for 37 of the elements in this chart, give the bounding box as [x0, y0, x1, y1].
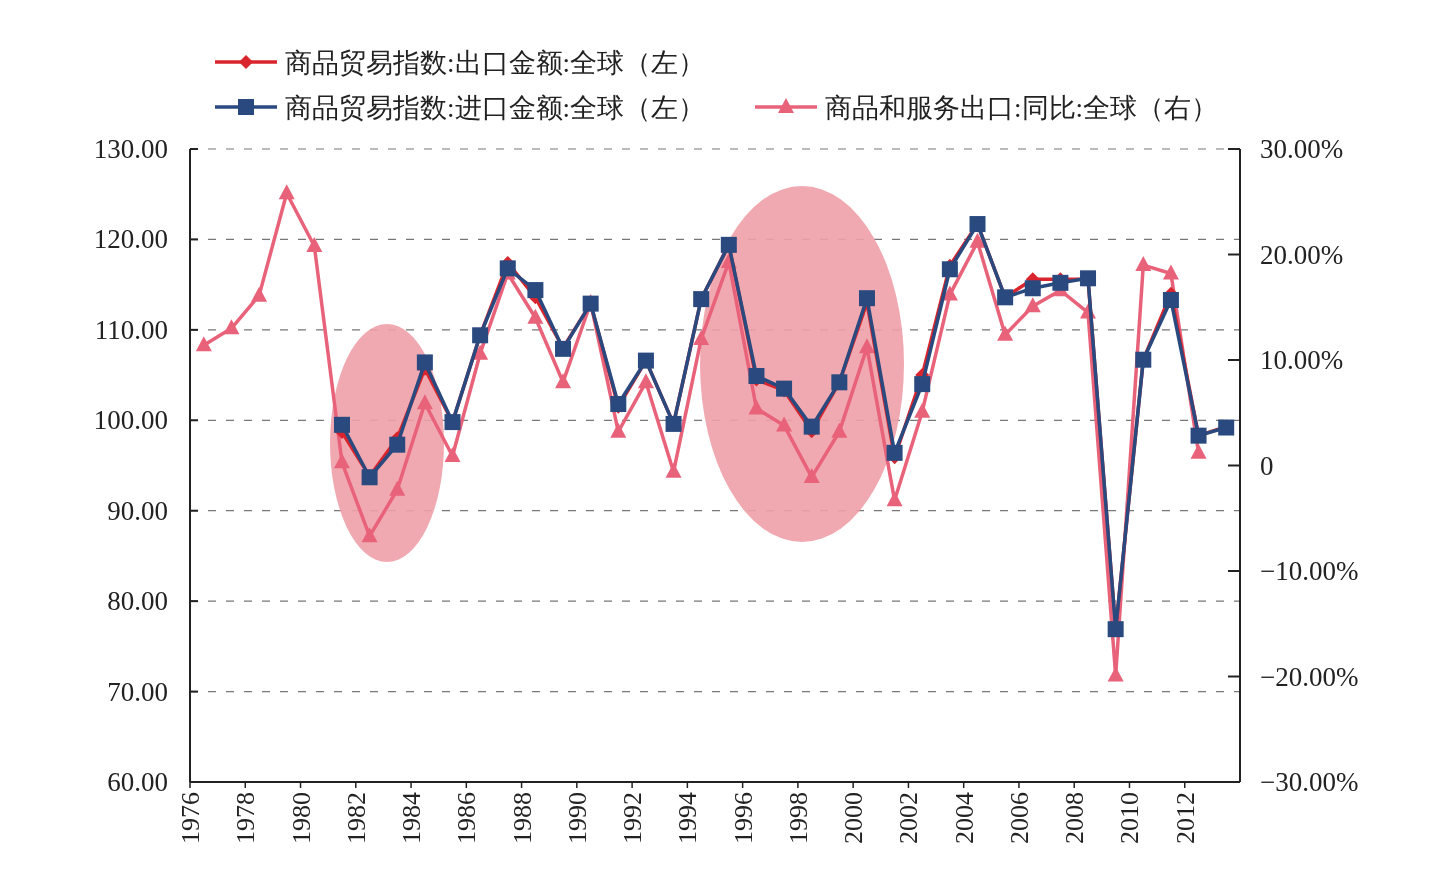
- legend-label: 商品和服务出口:同比:全球（右）: [825, 93, 1219, 123]
- y-tick-label: 120.00: [93, 224, 168, 255]
- x-tick-label: 1994: [673, 792, 703, 844]
- legend-label: 商品贸易指数:出口金额:全球（左）: [285, 48, 706, 78]
- x-tick-label: 2008: [1060, 792, 1090, 844]
- y2-tick-label: −10.00%: [1260, 556, 1359, 586]
- x-tick-label: 1978: [231, 792, 261, 844]
- x-tick-label: 1988: [507, 792, 537, 844]
- y2-tick-label: 0: [1260, 450, 1274, 481]
- x-tick-label: 1996: [728, 792, 758, 844]
- x-tick-label: 1976: [176, 792, 205, 844]
- y2-tick-label: 20.00%: [1260, 239, 1344, 270]
- x-tick-label: 1982: [341, 792, 371, 844]
- x-tick-label: 1990: [562, 792, 592, 844]
- x-tick-label: 1992: [618, 792, 648, 844]
- y2-tick-label: 30.00%: [1260, 134, 1344, 164]
- x-tick-label: 1986: [452, 792, 482, 844]
- y-tick-label: 80.00: [107, 586, 168, 617]
- x-tick-label: 2002: [894, 792, 924, 844]
- y-tick-label: 110.00: [94, 314, 168, 345]
- y2-tick-label: −30.00%: [1260, 767, 1359, 797]
- y-tick-label: 90.00: [107, 495, 168, 526]
- y-tick-label: 100.00: [93, 405, 168, 436]
- x-tick-label: 1980: [286, 792, 316, 844]
- legend-label: 商品贸易指数:进口金额:全球（左）: [285, 93, 706, 123]
- y2-tick-label: −20.00%: [1260, 661, 1359, 692]
- y2-tick-label: 10.00%: [1260, 345, 1344, 375]
- y-tick-label: 60.00: [107, 767, 168, 797]
- x-tick-label: 1984: [397, 792, 427, 844]
- x-tick-label: 1998: [783, 792, 813, 844]
- x-tick-label: 2000: [839, 792, 869, 844]
- y-tick-label: 70.00: [107, 676, 168, 707]
- x-tick-label: 2012: [1170, 792, 1200, 844]
- y-tick-label: 130.00: [93, 134, 168, 164]
- x-tick-label: 2006: [1004, 792, 1034, 844]
- x-tick-label: 2004: [949, 792, 979, 844]
- x-tick-label: 2010: [1115, 792, 1145, 844]
